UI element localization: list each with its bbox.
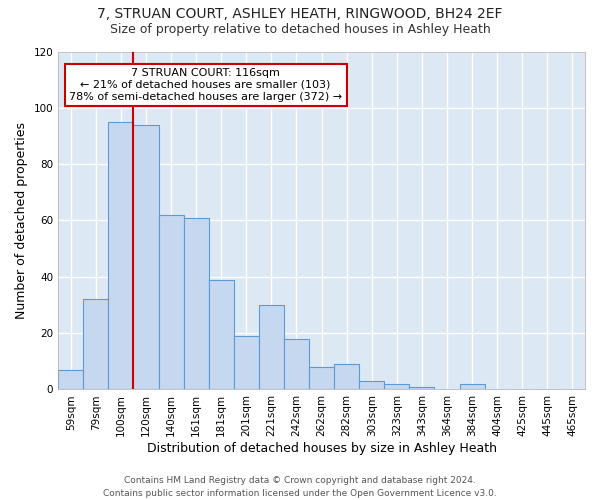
Text: Size of property relative to detached houses in Ashley Heath: Size of property relative to detached ho…: [110, 22, 490, 36]
Text: 7 STRUAN COURT: 116sqm
← 21% of detached houses are smaller (103)
78% of semi-de: 7 STRUAN COURT: 116sqm ← 21% of detached…: [69, 68, 342, 102]
Bar: [184, 218, 209, 390]
Bar: [259, 305, 284, 390]
Text: Contains HM Land Registry data © Crown copyright and database right 2024.
Contai: Contains HM Land Registry data © Crown c…: [103, 476, 497, 498]
X-axis label: Distribution of detached houses by size in Ashley Heath: Distribution of detached houses by size …: [146, 442, 497, 455]
Bar: [109, 122, 133, 390]
Y-axis label: Number of detached properties: Number of detached properties: [15, 122, 28, 319]
Bar: [334, 364, 359, 390]
Bar: [158, 215, 184, 390]
Bar: [133, 124, 158, 390]
Bar: [385, 384, 409, 390]
Text: 7, STRUAN COURT, ASHLEY HEATH, RINGWOOD, BH24 2EF: 7, STRUAN COURT, ASHLEY HEATH, RINGWOOD,…: [97, 8, 503, 22]
Bar: [460, 384, 485, 390]
Bar: [359, 381, 385, 390]
Bar: [284, 339, 309, 390]
Bar: [309, 367, 334, 390]
Bar: [209, 280, 234, 390]
Bar: [58, 370, 83, 390]
Bar: [83, 300, 109, 390]
Bar: [409, 386, 434, 390]
Bar: [234, 336, 259, 390]
